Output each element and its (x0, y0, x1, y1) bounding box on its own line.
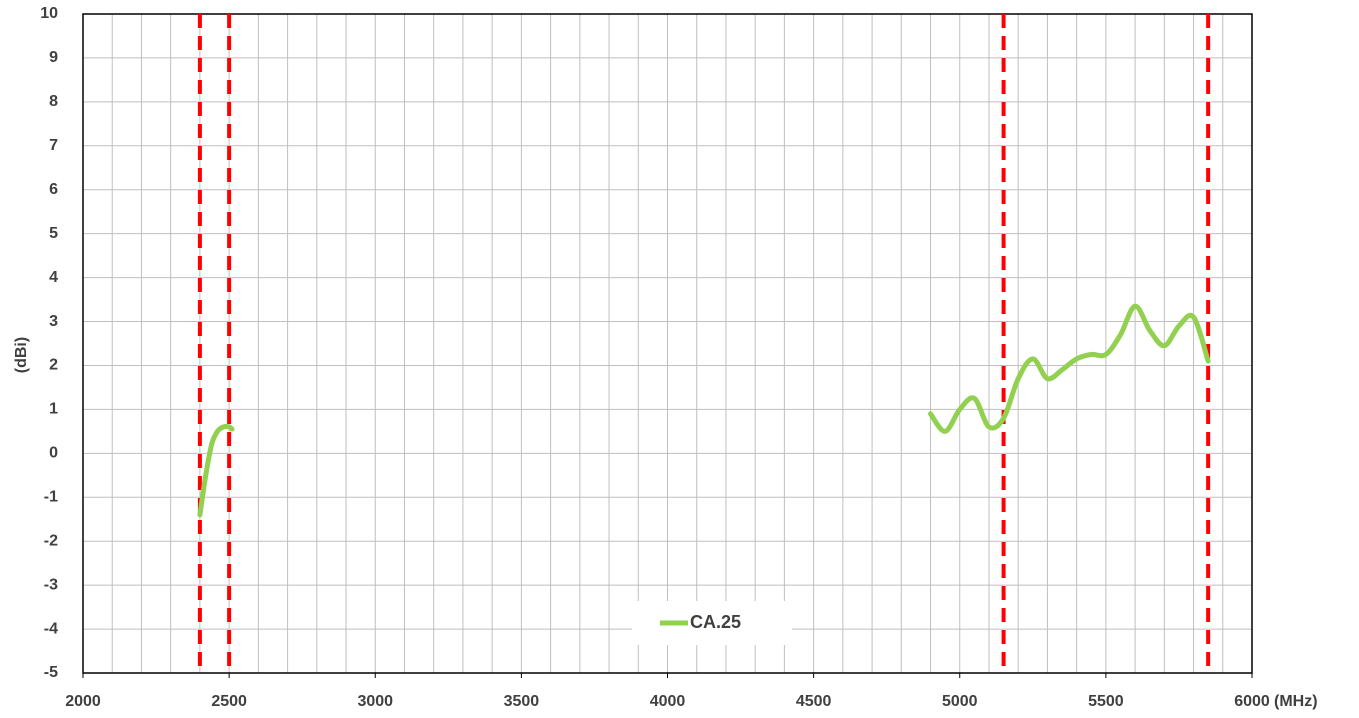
y-axis-label: (dBi) (13, 337, 30, 373)
legend-label: CA.25 (690, 612, 741, 632)
y-tick-label: 10 (40, 5, 58, 22)
x-axis-label: (MHz) (1274, 693, 1318, 710)
x-tick-label: 6000 (1234, 693, 1270, 710)
x-tick-label: 3500 (504, 693, 540, 710)
plot-frame (82, 13, 1253, 674)
y-tick-label: 7 (49, 137, 58, 154)
x-tick-label: 5500 (1088, 693, 1124, 710)
y-tick-label: 0 (49, 445, 58, 462)
y-tick-label: 9 (49, 49, 58, 66)
x-tick-label: 5000 (942, 693, 978, 710)
y-tick-label: -3 (44, 576, 58, 593)
y-tick-label: 2 (49, 357, 58, 374)
y-tick-label: 6 (49, 181, 58, 198)
y-tick-label: 4 (49, 269, 58, 286)
x-tick-label: 2500 (211, 693, 247, 710)
y-tick-label: -4 (44, 620, 58, 637)
y-tick-label: -2 (44, 532, 58, 549)
x-tick-label: 2000 (65, 693, 101, 710)
y-tick-label: -5 (44, 664, 58, 681)
x-tick-label: 4500 (796, 693, 832, 710)
y-tick-label: -1 (44, 488, 58, 505)
x-tick-label: 3000 (357, 693, 393, 710)
y-tick-label: 8 (49, 93, 58, 110)
series-line (197, 303, 1211, 518)
y-tick-label: 3 (49, 313, 58, 330)
legend-box (632, 601, 792, 645)
y-tick-label: 5 (49, 225, 58, 242)
y-tick-label: 1 (49, 401, 58, 418)
x-tick-label: 4000 (650, 693, 686, 710)
